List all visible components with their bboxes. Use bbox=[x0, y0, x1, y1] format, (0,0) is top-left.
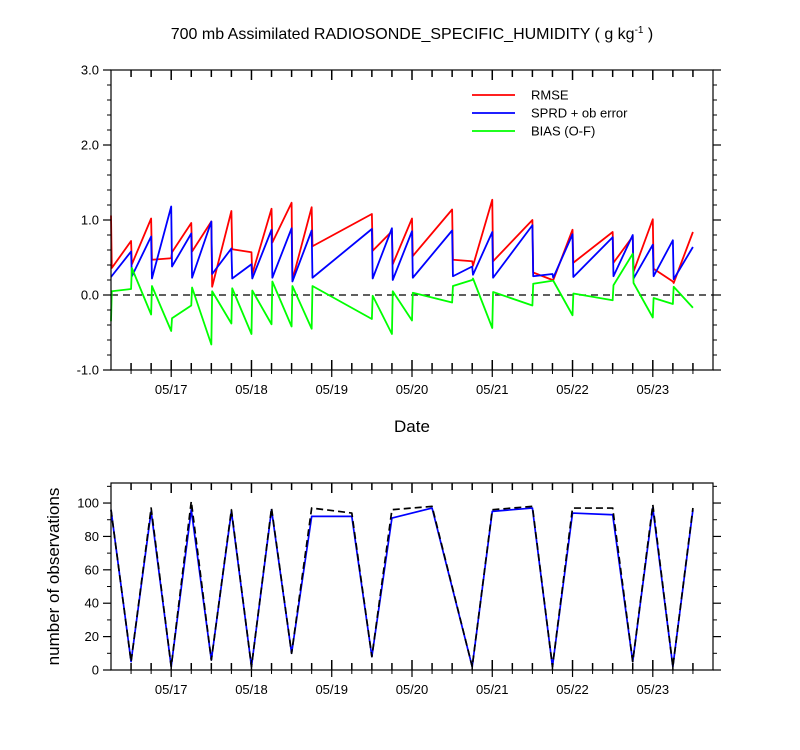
bottom-xtick-label: 05/19 bbox=[315, 682, 348, 697]
legend: RMSE SPRD + ob error BIAS (O-F) bbox=[472, 88, 628, 139]
y-axis-title: number of observations bbox=[44, 488, 63, 666]
top-axis-ticks bbox=[103, 69, 721, 377]
top-series-group bbox=[110, 198, 694, 346]
bottom-ytick-label: 100 bbox=[77, 496, 99, 511]
title-end: ) bbox=[643, 26, 653, 43]
top-series-bias-o-f bbox=[110, 252, 694, 346]
bottom-axis-ticks bbox=[103, 483, 721, 677]
top-xtick-label: 05/18 bbox=[235, 382, 268, 397]
top-ytick-label: -1.0 bbox=[77, 363, 99, 378]
bottom-xtick-label: 05/20 bbox=[396, 682, 429, 697]
top-ytick-label: 3.0 bbox=[81, 63, 99, 78]
bottom-series-assimilated-observations bbox=[110, 507, 694, 668]
top-xtick-label: 05/22 bbox=[556, 382, 589, 397]
top-xtick-label: 05/20 bbox=[396, 382, 429, 397]
top-chart-panel: 05/17 05/18 05/19 05/20 05/21 05/22 05/23 3.0 2.… bbox=[77, 63, 721, 436]
top-ytick-label: 1.0 bbox=[81, 213, 99, 228]
top-ytick-label: 2.0 bbox=[81, 138, 99, 153]
bottom-ytick-label: 60 bbox=[85, 562, 99, 577]
bottom-xtick-label: 05/21 bbox=[476, 682, 509, 697]
top-xtick-label: 05/23 bbox=[637, 382, 670, 397]
bottom-ytick-label: 20 bbox=[85, 629, 99, 644]
bottom-xtick-label: 05/18 bbox=[235, 682, 268, 697]
legend-label: RMSE bbox=[531, 88, 569, 103]
bottom-xtick-label: 05/22 bbox=[556, 682, 589, 697]
bottom-series-group bbox=[110, 500, 694, 668]
top-xtick-label: 05/21 bbox=[476, 382, 509, 397]
bottom-axis-labels: 05/17 05/18 05/19 05/20 05/21 05/22 05/23 100 80… bbox=[77, 496, 669, 697]
top-series-sprd-ob-error bbox=[110, 205, 694, 283]
legend-label: SPRD + ob error bbox=[531, 106, 628, 121]
top-ytick-label: 0.0 bbox=[81, 288, 99, 303]
figure-title: 700 mb Assimilated RADIOSONDE_SPECIFIC_H… bbox=[171, 25, 654, 43]
bottom-ytick-label: 80 bbox=[85, 529, 99, 544]
title-superscript: -1 bbox=[635, 25, 644, 36]
bottom-xtick-label: 05/23 bbox=[637, 682, 670, 697]
bottom-ytick-label: 40 bbox=[85, 596, 99, 611]
x-axis-title: Date bbox=[394, 417, 430, 436]
bottom-xtick-label: 05/17 bbox=[155, 682, 188, 697]
bottom-series-possible-observations bbox=[110, 500, 694, 668]
bottom-chart-panel: 05/17 05/18 05/19 05/20 05/21 05/22 05/23 100 80… bbox=[44, 482, 721, 697]
bottom-ytick-label: 0 bbox=[92, 663, 99, 678]
top-xtick-label: 05/17 bbox=[155, 382, 188, 397]
legend-label: BIAS (O-F) bbox=[531, 124, 595, 139]
top-axis-labels: 05/17 05/18 05/19 05/20 05/21 05/22 05/23 3.0 2.… bbox=[77, 63, 669, 398]
top-xtick-label: 05/19 bbox=[315, 382, 348, 397]
